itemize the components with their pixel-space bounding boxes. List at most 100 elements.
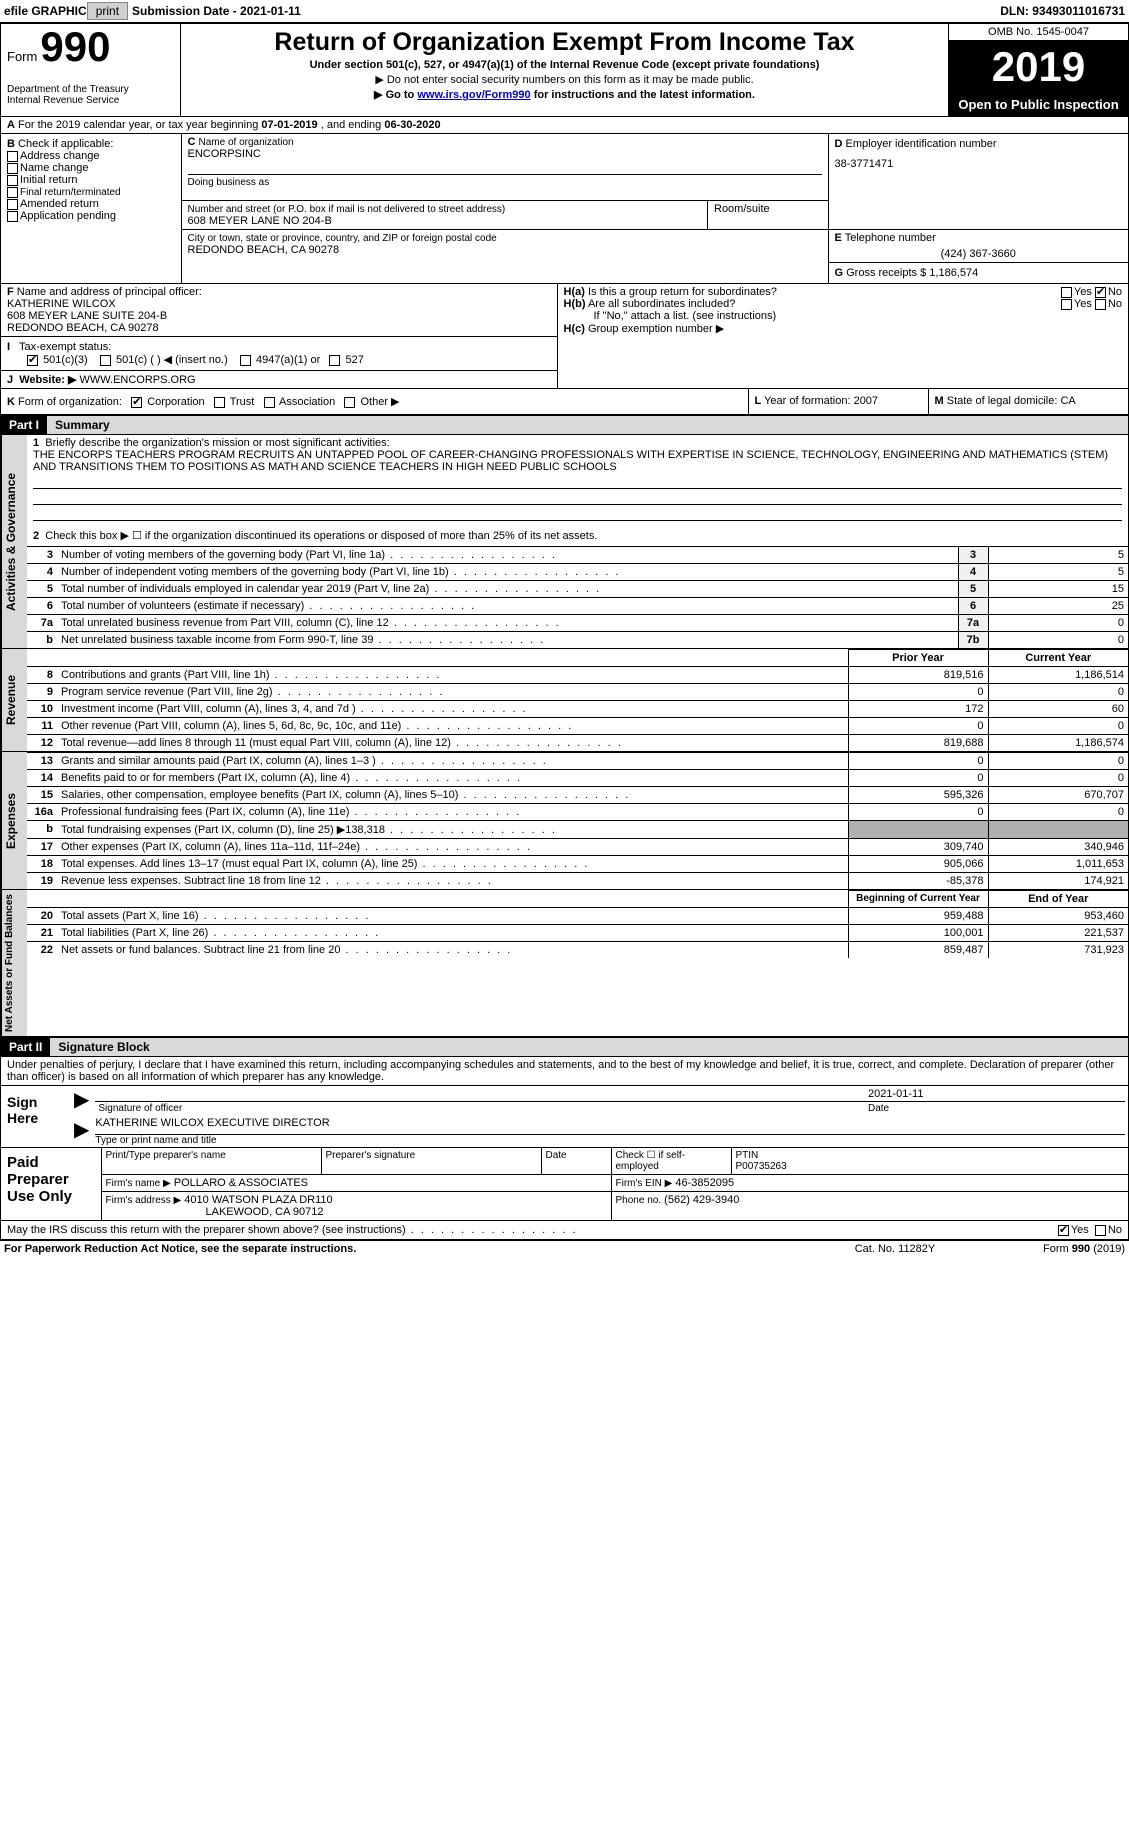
sign-arrow-icon: ▶ [71, 1086, 92, 1116]
gross-value: 1,186,574 [929, 267, 978, 279]
cb-501c3[interactable] [27, 355, 38, 366]
cb-initial-return[interactable]: Initial return [7, 174, 77, 186]
cb-trust[interactable] [214, 397, 225, 408]
box-b-title: Check if applicable: [18, 138, 113, 150]
line-curr: 1,186,574 [988, 735, 1128, 752]
year-end: 06-30-2020 [384, 119, 440, 131]
firm-ein-label: Firm's EIN ▶ [616, 1178, 673, 1189]
cb-assoc[interactable] [264, 397, 275, 408]
line-prior: 819,688 [848, 735, 988, 752]
line-curr: 670,707 [988, 787, 1128, 804]
cb-amended[interactable]: Amended return [7, 198, 99, 210]
cb-501c[interactable] [100, 355, 111, 366]
line-val: 15 [988, 581, 1128, 598]
irs-link[interactable]: www.irs.gov/Form990 [417, 89, 530, 101]
tax-year: 2019 [949, 41, 1128, 93]
box-j-label: J [7, 374, 13, 386]
footer-right: Form 990 (2019) [985, 1243, 1125, 1255]
hb-no-cb[interactable] [1095, 299, 1106, 310]
discuss-yes-cb[interactable] [1058, 1225, 1069, 1236]
part1-title: Summary [47, 416, 1128, 434]
na-section: Net Assets or Fund Balances Beginning of… [1, 889, 1128, 1037]
footer-mid: Cat. No. 11282Y [805, 1243, 985, 1255]
domicile-state: State of legal domicile: CA [947, 395, 1076, 407]
hc-label: H(c) [564, 323, 585, 335]
line-no: 12 [27, 735, 57, 752]
mission-text: THE ENCORPS TEACHERS PROGRAM RECRUITS AN… [33, 449, 1108, 473]
line-prior: 172 [848, 701, 988, 718]
line-a-mid: , and ending [321, 119, 385, 131]
cb-final-return[interactable]: Final return/terminated [7, 187, 121, 198]
ag-lines-table: 3 Number of voting members of the govern… [27, 546, 1128, 648]
l2-text: Check this box ▶ ☐ if the organization d… [45, 530, 597, 542]
discuss-no-cb[interactable] [1095, 1225, 1106, 1236]
ha-no-cb[interactable] [1095, 287, 1106, 298]
discuss-text: May the IRS discuss this return with the… [7, 1224, 578, 1236]
firm-phone: (562) 429-3940 [664, 1194, 739, 1206]
line-curr: 0 [988, 753, 1128, 770]
line-text: Investment income (Part VIII, column (A)… [57, 701, 848, 718]
curr-hdr: Current Year [988, 650, 1128, 667]
sign-here-label: Sign Here [1, 1086, 71, 1147]
line-prior: 309,740 [848, 839, 988, 856]
line-no: 3 [27, 547, 57, 564]
line-text: Salaries, other compensation, employee b… [57, 787, 848, 804]
na-lines-table: Beginning of Current Year End of Year20 … [27, 890, 1128, 958]
officer-sig-line[interactable] [95, 1087, 865, 1102]
form-title: Return of Organization Exempt From Incom… [187, 28, 942, 57]
part2-title: Signature Block [50, 1038, 1128, 1056]
line-prior: 595,326 [848, 787, 988, 804]
paid-preparer-label: Paid Preparer Use Only [1, 1148, 101, 1221]
cb-4947[interactable] [240, 355, 251, 366]
line-no: 15 [27, 787, 57, 804]
org-city: REDONDO BEACH, CA 90278 [188, 244, 340, 256]
print-button[interactable]: print [87, 2, 128, 20]
prep-self-label: Check ☐ if self-employed [611, 1148, 731, 1175]
line-text: Program service revenue (Part VIII, line… [57, 684, 848, 701]
line-text: Revenue less expenses. Subtract line 18 … [57, 873, 848, 890]
sig-label: Signature of officer [95, 1102, 865, 1116]
ha-yes-cb[interactable] [1061, 287, 1072, 298]
part1-label: Part I [1, 416, 47, 434]
line-ref: 5 [958, 581, 988, 598]
exp-section: Expenses 13 Grants and similar amounts p… [1, 751, 1128, 889]
line-curr: 174,921 [988, 873, 1128, 890]
entity-info-table: B Check if applicable: Address change Na… [1, 134, 1128, 283]
box-m-label: M [935, 395, 944, 407]
ag-vert-label: Activities & Governance [1, 435, 27, 648]
form-subtitle-1: Under section 501(c), 527, or 4947(a)(1)… [187, 59, 942, 71]
org-address: 608 MEYER LANE NO 204-B [188, 215, 332, 227]
line-a-text: For the 2019 calendar year, or tax year … [18, 119, 261, 131]
cb-addr-change[interactable]: Address change [7, 150, 100, 162]
firm-ein: 46-3852095 [675, 1177, 734, 1189]
hb-yes-cb[interactable] [1061, 299, 1072, 310]
line-prior: 0 [848, 684, 988, 701]
perjury-text: Under penalties of perjury, I declare th… [1, 1057, 1128, 1086]
officer-addr2: REDONDO BEACH, CA 90278 [7, 322, 159, 334]
page-footer: For Paperwork Reduction Act Notice, see … [0, 1241, 1129, 1257]
goto-pre: ▶ Go to [374, 89, 417, 101]
cb-corp[interactable] [131, 397, 142, 408]
dln-label: DLN: [1000, 4, 1029, 18]
line-no: 13 [27, 753, 57, 770]
cb-527[interactable] [329, 355, 340, 366]
line-val: 5 [988, 564, 1128, 581]
officer-addr1: 608 MEYER LANE SUITE 204-B [7, 310, 167, 322]
line-curr: 0 [988, 718, 1128, 735]
line-no: 14 [27, 770, 57, 787]
line-ref: 7a [958, 615, 988, 632]
line-ref: 3 [958, 547, 988, 564]
line-text: Net unrelated business taxable income fr… [57, 632, 958, 649]
officer-name: KATHERINE WILCOX [7, 298, 116, 310]
line-prior: 0 [848, 753, 988, 770]
line-text: Net assets or fund balances. Subtract li… [57, 942, 848, 959]
line-prior: 819,516 [848, 667, 988, 684]
ha-label: H(a) [564, 286, 585, 298]
cb-app-pending[interactable]: Application pending [7, 210, 116, 222]
part1-header: Part I Summary [1, 415, 1128, 435]
cb-other[interactable] [344, 397, 355, 408]
line-a-prefix: A [7, 119, 15, 131]
cb-name-change[interactable]: Name change [7, 162, 89, 174]
line-no: 4 [27, 564, 57, 581]
line-text: Other expenses (Part IX, column (A), lin… [57, 839, 848, 856]
